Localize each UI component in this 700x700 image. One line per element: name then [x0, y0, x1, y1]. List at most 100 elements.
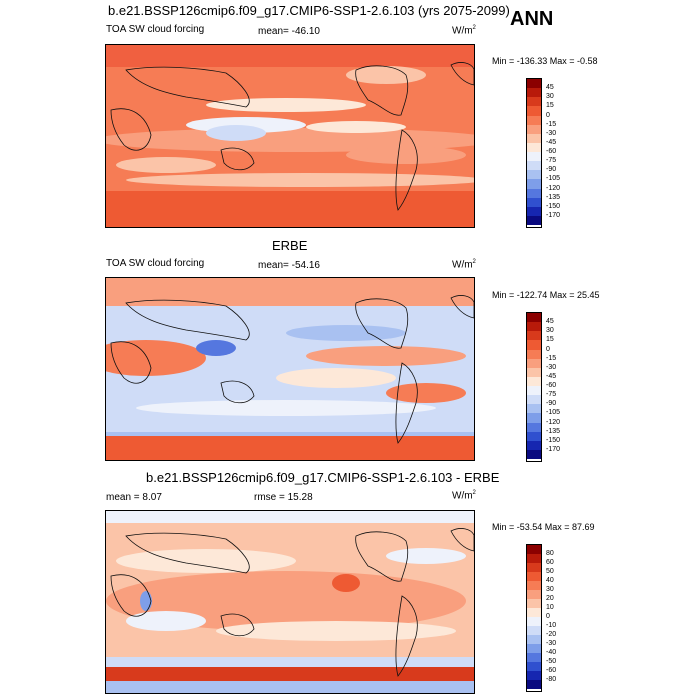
- panel-2-mean-label: mean= -54.16: [258, 260, 320, 271]
- colorbar-swatch: [527, 608, 541, 617]
- colorbar-swatch: [527, 449, 541, 459]
- colorbar-swatch: [527, 340, 541, 350]
- colorbar-swatch: [527, 179, 541, 189]
- colorbar-swatch: [527, 206, 541, 216]
- panel-2-units: W/m2: [452, 259, 476, 271]
- colorbar-swatch: [527, 142, 541, 152]
- colorbar-tick-label: 10: [546, 604, 554, 611]
- colorbar-tick-label: -90: [546, 400, 557, 408]
- colorbar-tick-label: -45: [546, 138, 557, 146]
- colorbar-swatch: [527, 106, 541, 116]
- colorbar-swatch: [527, 671, 541, 680]
- colorbar-tick-label: 15: [546, 336, 554, 344]
- colorbar-swatch: [527, 188, 541, 198]
- colorbar-tick-label: 30: [546, 93, 554, 101]
- colorbar-swatch: [527, 404, 541, 414]
- panel-1-units: W/m2: [452, 25, 476, 37]
- colorbar-tick-label: -120: [546, 184, 561, 192]
- panel-2-variable-label: TOA SW cloud forcing: [106, 258, 205, 269]
- colorbar-tick-label: 0: [546, 111, 550, 119]
- colorbar-swatch: [527, 170, 541, 180]
- colorbar-tick-label: -170: [546, 445, 561, 453]
- colorbar-tick-label: -60: [546, 667, 557, 674]
- colorbar-swatch: [527, 431, 541, 441]
- colorbar-tick-label: -30: [546, 640, 557, 647]
- colorbar-tick-label: 45: [546, 84, 554, 92]
- colorbar-tick-label: -40: [546, 649, 557, 656]
- colorbar-tick-label: -150: [546, 202, 561, 210]
- colorbar-swatch: [527, 653, 541, 662]
- colorbar-swatch: [527, 545, 541, 554]
- panel-3-units: W/m2: [452, 490, 476, 502]
- panel-3-title: b.e21.BSSP126cmip6.f09_g17.CMIP6-SSP1-2.…: [146, 470, 500, 485]
- colorbar-tick-label: -15: [546, 354, 557, 362]
- colorbar-swatch: [527, 440, 541, 450]
- colorbar-tick-label: -105: [546, 175, 561, 183]
- colorbar-tick-label: -90: [546, 166, 557, 174]
- colorbar-tick-label: 45: [546, 318, 554, 326]
- colorbar-tick-label: -30: [546, 129, 557, 137]
- colorbar-swatch: [527, 358, 541, 368]
- colorbar-tick-label: -80: [546, 676, 557, 683]
- colorbar-swatch: [527, 197, 541, 207]
- colorbar-swatch: [527, 563, 541, 572]
- panel-1-title: b.e21.BSSP126cmip6.f09_g17.CMIP6-SSP1-2.…: [108, 3, 510, 18]
- colorbar-swatch: [527, 88, 541, 98]
- colorbar-tick-label: -15: [546, 120, 557, 128]
- colorbar-swatch: [527, 599, 541, 608]
- colorbar-swatch: [527, 395, 541, 405]
- colorbar-tick-label: 30: [546, 586, 554, 593]
- colorbar-swatch: [527, 124, 541, 134]
- colorbar-tick-label: -30: [546, 363, 557, 371]
- colorbar-tick-label: -50: [546, 658, 557, 665]
- panel-3-mean-label: mean = 8.07: [106, 492, 162, 503]
- colorbar-tick-label: 40: [546, 577, 554, 584]
- panel-3-map: [105, 510, 475, 694]
- colorbar-swatch: [527, 115, 541, 125]
- panel-1-mean-label: mean= -46.10: [258, 26, 320, 37]
- colorbar-tick-label: -135: [546, 427, 561, 435]
- colorbar-tick-label: -20: [546, 631, 557, 638]
- colorbar-tick-label: -60: [546, 148, 557, 155]
- colorbar-tick-label: -170: [546, 211, 561, 219]
- colorbar-swatch: [527, 97, 541, 107]
- season-label: ANN: [510, 8, 554, 30]
- colorbar-swatch: [527, 331, 541, 341]
- colorbar-swatch: [527, 376, 541, 386]
- panel-3-minmax: Min = -53.54 Max = 87.69: [492, 522, 595, 532]
- colorbar-swatch: [527, 367, 541, 377]
- colorbar-tick-label: 0: [546, 613, 550, 620]
- colorbar-swatch: [527, 313, 541, 323]
- colorbar-tick-label: -120: [546, 418, 561, 426]
- colorbar-tick-label: 50: [546, 568, 554, 575]
- colorbar-tick-label: -75: [546, 157, 557, 165]
- panel-1-variable-label: TOA SW cloud forcing: [106, 24, 205, 35]
- colorbar-tick-label: 0: [546, 345, 550, 353]
- colorbar-tick-label: 20: [546, 595, 554, 602]
- colorbar-swatch: [527, 680, 541, 689]
- colorbar-tick-label: -45: [546, 372, 557, 380]
- colorbar-tick-label: -60: [546, 382, 557, 389]
- colorbar-swatch: [527, 581, 541, 590]
- colorbar-swatch: [527, 152, 541, 162]
- panel-1-map: [105, 44, 475, 228]
- colorbar-tick-label: 60: [546, 559, 554, 566]
- colorbar-tick-label: 80: [546, 550, 554, 557]
- colorbar-swatch: [527, 662, 541, 671]
- colorbar-swatch: [527, 349, 541, 359]
- colorbar-tick-label: -75: [546, 391, 557, 399]
- colorbar-swatch: [527, 617, 541, 626]
- colorbar-tick-label: -150: [546, 436, 561, 444]
- colorbar-swatch: [527, 626, 541, 635]
- colorbar-swatch: [527, 215, 541, 225]
- colorbar-swatch: [527, 413, 541, 423]
- panel-2-minmax: Min = -122.74 Max = 25.45: [492, 290, 600, 300]
- colorbar-swatch: [527, 554, 541, 563]
- colorbar-swatch: [527, 422, 541, 432]
- colorbar-tick-label: -135: [546, 193, 561, 201]
- colorbar-tick-label: 15: [546, 102, 554, 110]
- colorbar-tick-label: -10: [546, 622, 557, 629]
- colorbar-swatch: [527, 635, 541, 644]
- colorbar-swatch: [527, 322, 541, 332]
- colorbar-swatch: [527, 644, 541, 653]
